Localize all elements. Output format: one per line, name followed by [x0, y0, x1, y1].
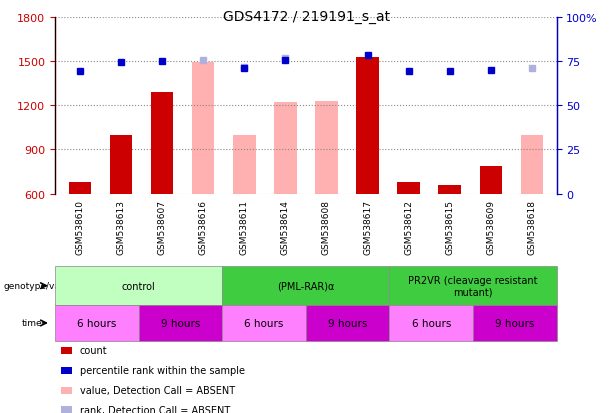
Bar — [315, 102, 338, 194]
Text: GSM538613: GSM538613 — [116, 200, 126, 255]
Bar — [274, 103, 297, 194]
Bar — [69, 183, 91, 194]
Text: 6 hours: 6 hours — [77, 318, 116, 328]
Bar — [110, 135, 132, 194]
Text: 6 hours: 6 hours — [411, 318, 451, 328]
Text: GSM538612: GSM538612 — [404, 200, 413, 255]
Text: GSM538609: GSM538609 — [486, 200, 495, 255]
Bar — [397, 183, 420, 194]
Text: value, Detection Call = ABSENT: value, Detection Call = ABSENT — [80, 385, 235, 395]
Text: GSM538614: GSM538614 — [281, 200, 290, 255]
Text: genotype/variation: genotype/variation — [3, 282, 89, 290]
Bar — [356, 57, 379, 194]
Text: PR2VR (cleavage resistant
mutant): PR2VR (cleavage resistant mutant) — [408, 275, 538, 297]
Bar — [192, 63, 215, 194]
Text: (PML-RAR)α: (PML-RAR)α — [277, 281, 335, 291]
Bar — [438, 185, 461, 194]
Text: GSM538617: GSM538617 — [363, 200, 372, 255]
Text: 6 hours: 6 hours — [245, 318, 284, 328]
Text: GSM538615: GSM538615 — [445, 200, 454, 255]
Bar — [479, 166, 502, 194]
Text: GSM538608: GSM538608 — [322, 200, 331, 255]
Text: percentile rank within the sample: percentile rank within the sample — [80, 366, 245, 375]
Text: rank, Detection Call = ABSENT: rank, Detection Call = ABSENT — [80, 405, 230, 413]
Text: 9 hours: 9 hours — [161, 318, 200, 328]
Text: GSM538611: GSM538611 — [240, 200, 249, 255]
Text: count: count — [80, 346, 107, 356]
Bar — [520, 135, 543, 194]
Text: 9 hours: 9 hours — [495, 318, 535, 328]
Text: GSM538607: GSM538607 — [158, 200, 167, 255]
Text: GSM538610: GSM538610 — [75, 200, 85, 255]
Bar — [151, 93, 173, 194]
Text: 9 hours: 9 hours — [328, 318, 367, 328]
Bar — [233, 135, 256, 194]
Text: GDS4172 / 219191_s_at: GDS4172 / 219191_s_at — [223, 10, 390, 24]
Text: GSM538616: GSM538616 — [199, 200, 208, 255]
Text: GSM538618: GSM538618 — [527, 200, 536, 255]
Text: time: time — [21, 319, 42, 328]
Text: control: control — [122, 281, 156, 291]
